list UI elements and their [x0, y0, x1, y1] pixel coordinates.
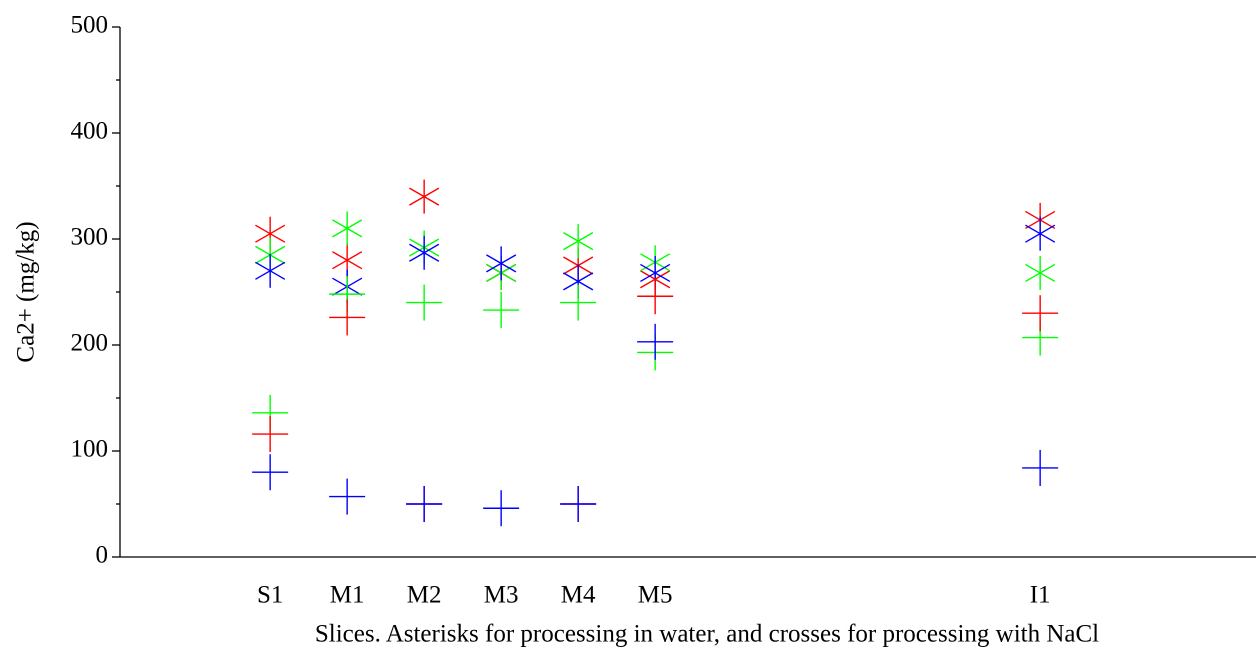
- y-tick-label: 300: [71, 224, 109, 251]
- marker: [1022, 295, 1059, 332]
- marker: [560, 284, 597, 321]
- asterisk-stroke: [409, 187, 440, 206]
- asterisk-stroke: [255, 261, 286, 280]
- marker: [332, 211, 363, 246]
- asterisk-stroke: [1025, 263, 1056, 283]
- marker: [255, 253, 286, 288]
- y-tick-label: 100: [71, 436, 109, 463]
- marker: [486, 246, 517, 281]
- y-tick-label: 0: [96, 542, 109, 569]
- marker: [1025, 255, 1056, 290]
- marker: [1025, 216, 1056, 251]
- x-tick-label: M2: [407, 582, 442, 609]
- y-axis-label: Ca2+ (mg/kg): [13, 221, 40, 362]
- marker: [406, 486, 443, 522]
- marker: [409, 179, 440, 214]
- marker: [252, 454, 289, 491]
- asterisk-stroke: [255, 224, 286, 243]
- x-tick-label: M1: [330, 582, 365, 609]
- marker: [252, 416, 289, 453]
- x-tick-label: S1: [257, 582, 283, 609]
- x-tick-label: I1: [1030, 582, 1051, 609]
- asterisk-stroke: [332, 219, 363, 238]
- asterisk-stroke: [332, 251, 363, 270]
- marker: [406, 284, 443, 321]
- marker: [637, 278, 674, 315]
- marker: [329, 478, 366, 515]
- asterisk-stroke: [486, 254, 517, 273]
- marker: [329, 299, 366, 336]
- marker: [1022, 449, 1059, 486]
- y-tick-label: 500: [71, 12, 109, 39]
- asterisk-stroke: [409, 243, 440, 262]
- asterisk-stroke: [640, 263, 671, 283]
- y-tick-label: 400: [71, 118, 109, 145]
- asterisk-stroke: [563, 232, 594, 251]
- marker: [563, 224, 594, 259]
- x-tick-label: M4: [561, 582, 596, 609]
- marker: [483, 490, 520, 527]
- marker: [637, 323, 674, 360]
- marker: [483, 292, 520, 329]
- x-tick-label: M5: [638, 582, 673, 609]
- marker: [409, 235, 440, 270]
- x-tick-label: M3: [484, 582, 519, 609]
- asterisk-stroke: [1025, 224, 1056, 243]
- asterisk-stroke: [563, 272, 594, 291]
- y-tick-label: 200: [71, 330, 109, 357]
- x-axis-label: Slices. Asterisks for processing in wate…: [315, 621, 1099, 648]
- marker: [560, 486, 597, 522]
